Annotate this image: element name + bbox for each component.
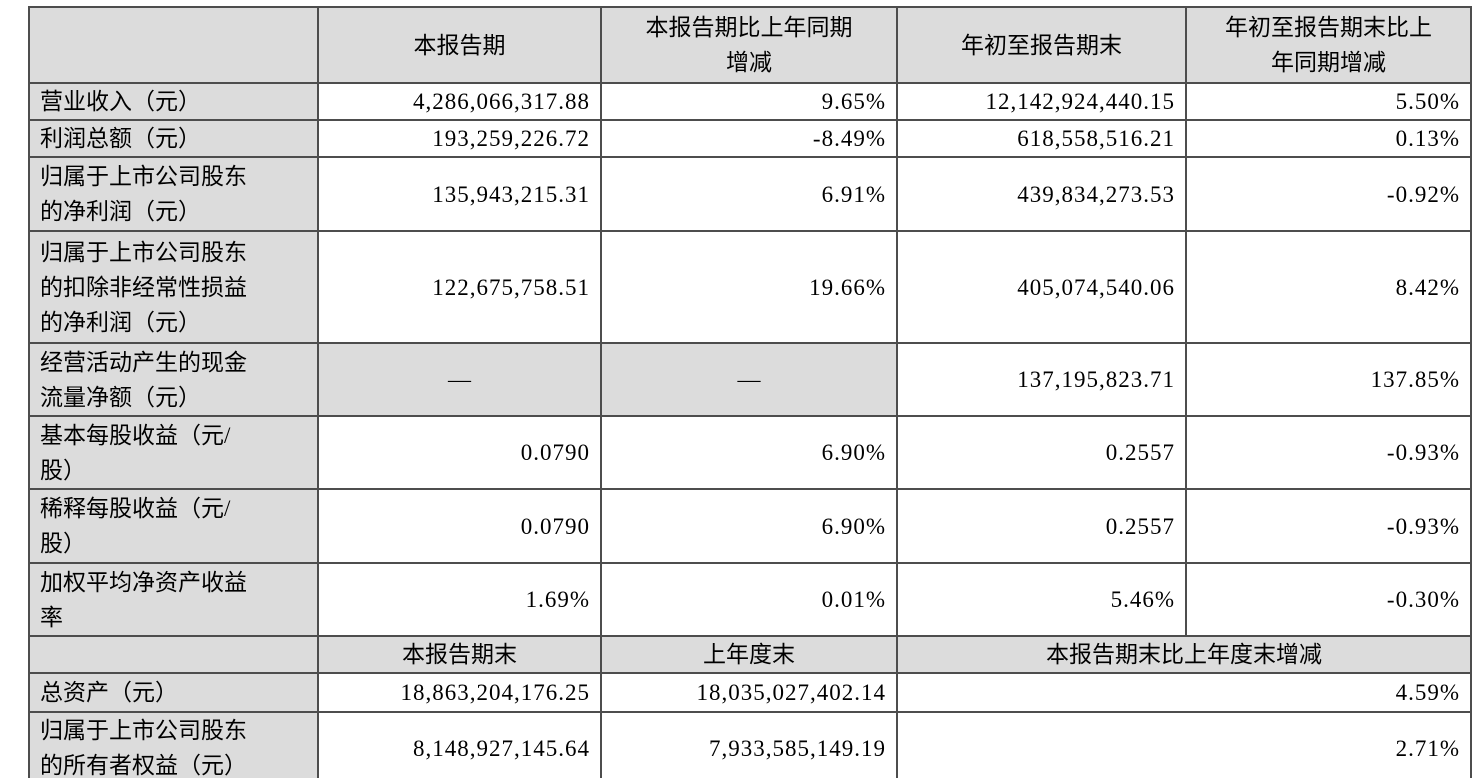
basic-eps-ytd-yoy-value: -0.93% <box>1185 415 1472 490</box>
row-label-basic-eps: 基本每股收益（元/ 股） <box>28 415 319 490</box>
corner-cell <box>28 6 319 84</box>
row-label-total-assets: 总资产（元） <box>28 672 319 713</box>
row-label-owners-equity: 归属于上市公司股东 的所有者权益（元） <box>28 711 319 778</box>
net-profit-period-value: 135,943,215.31 <box>317 156 602 232</box>
roe-ytd-value: 5.46% <box>896 562 1187 637</box>
row-label-operating-cash-flow: 经营活动产生的现金 流量净额（元） <box>28 342 319 417</box>
total-assets-change-value: 4.59% <box>896 672 1472 713</box>
column-header-ytd-yoy: 年初至报告期末比上 年同期增减 <box>1185 6 1472 84</box>
table-row-owners-equity: 归属于上市公司股东 的所有者权益（元） 8,148,927,145.64 7,9… <box>28 711 1472 778</box>
header-row-balance: 本报告期末 上年度末 本报告期末比上年度末增减 <box>28 635 1472 674</box>
column-header-prev-year-end: 上年度末 <box>600 635 898 674</box>
table-row-basic-eps: 基本每股收益（元/ 股） 0.0790 6.90% 0.2557 -0.93% <box>28 415 1472 490</box>
net-profit-ytd-yoy-value: -0.92% <box>1185 156 1472 232</box>
revenue-period-yoy-value: 9.65% <box>600 82 898 121</box>
table-row-weighted-avg-roe: 加权平均净资产收益 率 1.69% 0.01% 5.46% -0.30% <box>28 562 1472 637</box>
header-row-period: 本报告期 本报告期比上年同期 增减 年初至报告期末 年初至报告期末比上 年同期增… <box>28 6 1472 84</box>
table-row-net-profit-excl-nonrecurring: 归属于上市公司股东 的扣除非经常性损益 的净利润（元） 122,675,758.… <box>28 230 1472 344</box>
cash-flow-ytd-yoy-value: 137.85% <box>1185 342 1472 417</box>
net-profit-ytd-value: 439,834,273.53 <box>896 156 1187 232</box>
table-row-net-profit: 归属于上市公司股东 的净利润（元） 135,943,215.31 6.91% 4… <box>28 156 1472 232</box>
diluted-eps-period-yoy-value: 6.90% <box>600 488 898 564</box>
basic-eps-period-yoy-value: 6.90% <box>600 415 898 490</box>
net-profit-excl-period-value: 122,675,758.51 <box>317 230 602 344</box>
net-profit-excl-period-yoy-value: 19.66% <box>600 230 898 344</box>
financial-summary-table: 本报告期 本报告期比上年同期 增减 年初至报告期末 年初至报告期末比上 年同期增… <box>28 6 1472 778</box>
row-label-weighted-avg-roe: 加权平均净资产收益 率 <box>28 562 319 637</box>
table-row-revenue: 营业收入（元） 4,286,066,317.88 9.65% 12,142,92… <box>28 82 1472 121</box>
corner-cell-2 <box>28 635 319 674</box>
row-label-net-profit: 归属于上市公司股东 的净利润（元） <box>28 156 319 232</box>
column-header-ytd: 年初至报告期末 <box>896 6 1187 84</box>
column-header-period-yoy: 本报告期比上年同期 增减 <box>600 6 898 84</box>
table-row-diluted-eps: 稀释每股收益（元/ 股） 0.0790 6.90% 0.2557 -0.93% <box>28 488 1472 564</box>
total-assets-prev-year-end-value: 18,035,027,402.14 <box>600 672 898 713</box>
net-profit-excl-ytd-value: 405,074,540.06 <box>896 230 1187 344</box>
total-profit-ytd-value: 618,558,516.21 <box>896 119 1187 158</box>
net-profit-period-yoy-value: 6.91% <box>600 156 898 232</box>
basic-eps-ytd-value: 0.2557 <box>896 415 1187 490</box>
total-profit-period-value: 193,259,226.72 <box>317 119 602 158</box>
total-profit-period-yoy-value: -8.49% <box>600 119 898 158</box>
total-assets-period-end-value: 18,863,204,176.25 <box>317 672 602 713</box>
column-header-period: 本报告期 <box>317 6 602 84</box>
basic-eps-period-value: 0.0790 <box>317 415 602 490</box>
roe-ytd-yoy-value: -0.30% <box>1185 562 1472 637</box>
row-label-revenue: 营业收入（元） <box>28 82 319 121</box>
cash-flow-ytd-value: 137,195,823.71 <box>896 342 1187 417</box>
column-header-period-end: 本报告期末 <box>317 635 602 674</box>
diluted-eps-ytd-value: 0.2557 <box>896 488 1187 564</box>
total-profit-ytd-yoy-value: 0.13% <box>1185 119 1472 158</box>
table-row-total-assets: 总资产（元） 18,863,204,176.25 18,035,027,402.… <box>28 672 1472 713</box>
revenue-ytd-yoy-value: 5.50% <box>1185 82 1472 121</box>
roe-period-yoy-value: 0.01% <box>600 562 898 637</box>
column-header-period-end-change: 本报告期末比上年度末增减 <box>896 635 1472 674</box>
cash-flow-period-yoy-dash: — <box>600 342 898 417</box>
diluted-eps-ytd-yoy-value: -0.93% <box>1185 488 1472 564</box>
row-label-net-profit-excl-nonrecurring: 归属于上市公司股东 的扣除非经常性损益 的净利润（元） <box>28 230 319 344</box>
diluted-eps-period-value: 0.0790 <box>317 488 602 564</box>
revenue-ytd-value: 12,142,924,440.15 <box>896 82 1187 121</box>
owners-equity-change-value: 2.71% <box>896 711 1472 778</box>
revenue-period-value: 4,286,066,317.88 <box>317 82 602 121</box>
table-row-total-profit: 利润总额（元） 193,259,226.72 -8.49% 618,558,51… <box>28 119 1472 158</box>
table-row-operating-cash-flow: 经营活动产生的现金 流量净额（元） — — 137,195,823.71 137… <box>28 342 1472 417</box>
roe-period-value: 1.69% <box>317 562 602 637</box>
owners-equity-period-end-value: 8,148,927,145.64 <box>317 711 602 778</box>
net-profit-excl-ytd-yoy-value: 8.42% <box>1185 230 1472 344</box>
owners-equity-prev-year-end-value: 7,933,585,149.19 <box>600 711 898 778</box>
row-label-diluted-eps: 稀释每股收益（元/ 股） <box>28 488 319 564</box>
cash-flow-period-dash: — <box>317 342 602 417</box>
row-label-total-profit: 利润总额（元） <box>28 119 319 158</box>
